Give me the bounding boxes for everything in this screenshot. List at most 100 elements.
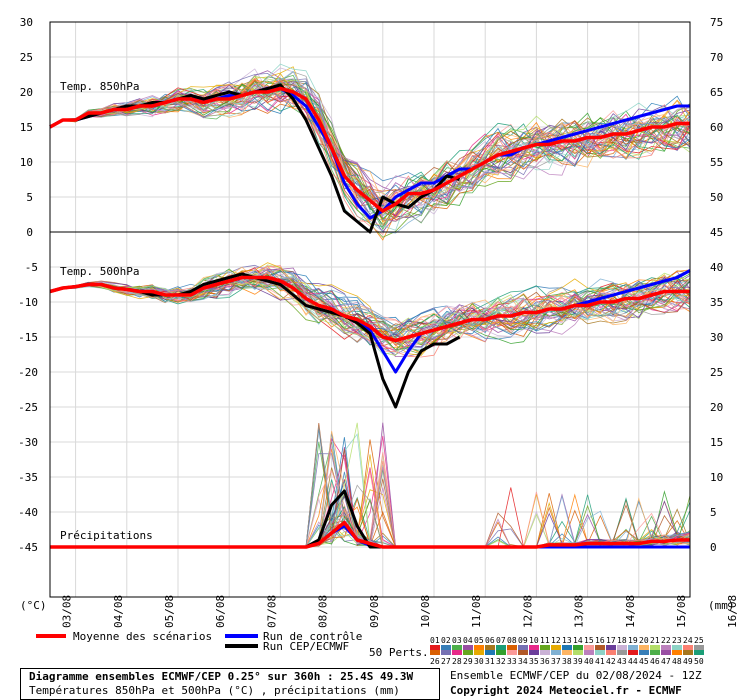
member-number: 25 — [694, 636, 704, 645]
member-color-swatch — [595, 645, 605, 650]
member-color-swatch — [496, 650, 506, 655]
member-number: 32 — [496, 657, 506, 666]
member-color-swatch — [507, 645, 517, 650]
member-number: 05 — [474, 636, 484, 645]
member-color-swatch — [639, 650, 649, 655]
member-number: 50 — [694, 657, 704, 666]
member-color-swatch — [606, 650, 616, 655]
member-number: 19 — [628, 636, 638, 645]
panel-label: Précipitations — [60, 529, 153, 542]
date-tick-label: 14/08 — [624, 595, 637, 628]
member-color-swatch — [551, 650, 561, 655]
member-color-swatch — [540, 650, 550, 655]
left-tick-label: 30 — [20, 16, 33, 29]
member-color-swatch — [683, 650, 693, 655]
member-color-swatch — [595, 650, 605, 655]
member-color-swatch — [584, 645, 594, 650]
member-color-swatch — [683, 645, 693, 650]
member-number: 39 — [573, 657, 583, 666]
left-unit-label: (°C) — [20, 599, 47, 612]
date-tick-label: 15/08 — [675, 595, 688, 628]
member-number: 47 — [661, 657, 671, 666]
date-tick-label: 08/08 — [317, 595, 330, 628]
right-tick-label: 45 — [710, 226, 723, 239]
member-number: 03 — [452, 636, 462, 645]
member-color-swatch — [551, 645, 561, 650]
legend-control-label: Run de contrôle — [263, 630, 362, 643]
member-color-swatch — [441, 645, 451, 650]
member-number: 45 — [639, 657, 649, 666]
member-color-swatch — [573, 650, 583, 655]
member-number: 07 — [496, 636, 506, 645]
member-color-swatch — [650, 650, 660, 655]
member-number: 12 — [551, 636, 561, 645]
member-number: 16 — [595, 636, 605, 645]
member-line — [49, 275, 691, 344]
member-number: 17 — [606, 636, 616, 645]
right-tick-label: 40 — [710, 261, 723, 274]
left-tick-label: 20 — [20, 86, 33, 99]
member-color-swatch — [606, 645, 616, 650]
legend-cep-label: Run CEP/ECMWF — [263, 640, 349, 653]
left-tick-label: -20 — [18, 366, 38, 379]
left-tick-label: -15 — [18, 331, 38, 344]
left-tick-label: -35 — [18, 471, 38, 484]
right-tick-label: 55 — [710, 156, 723, 169]
right-tick-label: 70 — [710, 51, 723, 64]
member-color-swatch — [529, 650, 539, 655]
member-color-swatch — [430, 650, 440, 655]
member-number: 11 — [540, 636, 550, 645]
right-tick-label: 35 — [710, 296, 723, 309]
left-tick-label: 0 — [26, 226, 33, 239]
member-number: 01 — [430, 636, 440, 645]
member-number: 37 — [551, 657, 561, 666]
member-color-swatch — [661, 650, 671, 655]
member-color-swatch — [485, 650, 495, 655]
ensemble-mean-line — [50, 520, 690, 549]
member-number: 30 — [474, 657, 484, 666]
right-tick-label: 0 — [710, 541, 717, 554]
left-tick-label: -45 — [18, 541, 38, 554]
member-number: 35 — [529, 657, 539, 666]
member-line — [49, 82, 691, 210]
date-tick-label: 10/08 — [419, 595, 432, 628]
date-tick-label: 04/08 — [112, 595, 125, 628]
member-color-swatch — [496, 645, 506, 650]
right-tick-label: 65 — [710, 86, 723, 99]
right-tick-label: 30 — [710, 331, 723, 344]
member-number: 10 — [529, 636, 539, 645]
run-date: Ensemble ECMWF/CEP du 02/08/2024 - 12Z — [450, 669, 702, 682]
ensemble-mean-line — [49, 275, 690, 343]
member-number: 33 — [507, 657, 517, 666]
member-number: 24 — [683, 636, 693, 645]
left-tick-label: 25 — [20, 51, 33, 64]
member-color-swatch — [628, 650, 638, 655]
member-color-swatch — [617, 650, 627, 655]
panel-label: Temp. 500hPa — [60, 265, 139, 278]
tick-labels: 302520151050-5-10-15-20-25-30-35-40-4575… — [18, 16, 739, 628]
left-tick-label: 10 — [20, 156, 33, 169]
highlighted-series — [49, 83, 691, 549]
member-number: 38 — [562, 657, 572, 666]
plot-frame — [49, 21, 691, 598]
member-number: 28 — [452, 657, 462, 666]
right-tick-label: 25 — [710, 366, 723, 379]
member-number: 06 — [485, 636, 495, 645]
member-color-swatch — [617, 645, 627, 650]
left-tick-label: 5 — [26, 191, 33, 204]
member-line — [49, 79, 691, 205]
ensemble-mean-line — [49, 86, 690, 213]
date-tick-label: 07/08 — [265, 595, 278, 628]
date-tick-label: 13/08 — [573, 595, 586, 628]
date-tick-label: 11/08 — [470, 595, 483, 628]
member-color-swatch — [529, 645, 539, 650]
member-number: 48 — [672, 657, 682, 666]
member-color-swatch — [463, 650, 473, 655]
date-tick-label: 09/08 — [368, 595, 381, 628]
member-color-swatch — [452, 650, 462, 655]
member-number: 36 — [540, 657, 550, 666]
left-tick-label: -30 — [18, 436, 38, 449]
member-number: 26 — [430, 657, 440, 666]
member-number: 13 — [562, 636, 572, 645]
member-number: 22 — [661, 636, 671, 645]
